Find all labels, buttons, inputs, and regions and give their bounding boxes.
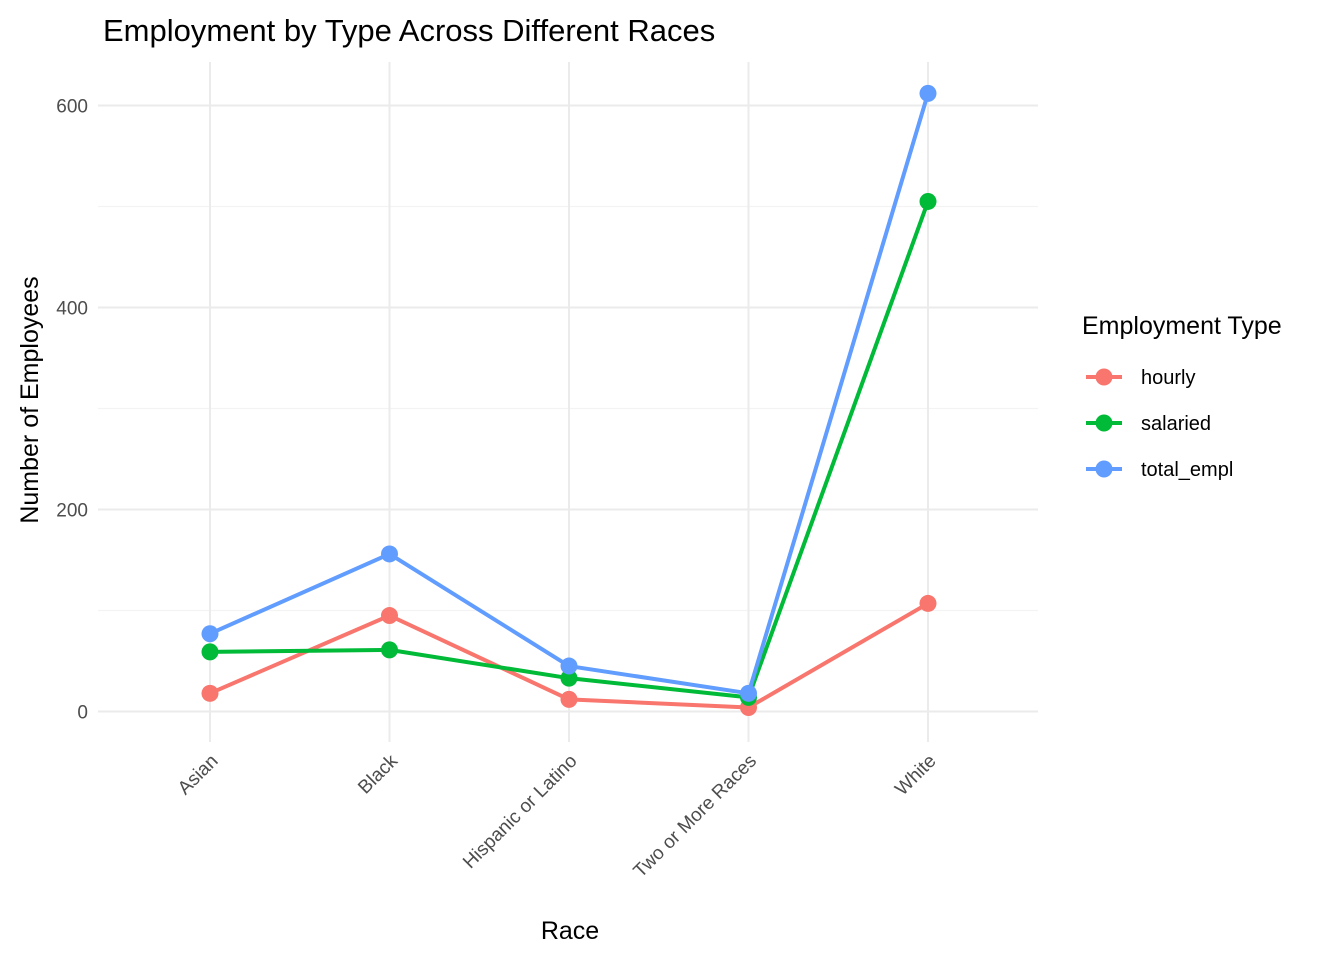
y-axis-ticks: 0 200 400 600 — [56, 97, 88, 724]
y-tick-label: 200 — [56, 501, 88, 522]
grid — [98, 62, 1038, 742]
x-tick-label: White — [891, 751, 940, 800]
data-point — [560, 669, 578, 687]
data-point — [201, 625, 219, 643]
data-point — [919, 594, 937, 612]
series-salaried — [201, 192, 937, 706]
y-axis-title: Number of Employees — [16, 276, 44, 523]
legend-label: hourly — [1141, 367, 1195, 389]
series-layer — [201, 84, 937, 716]
x-tick-label: Asian — [174, 751, 222, 799]
legend-title: Employment Type — [1082, 312, 1282, 340]
data-point — [201, 684, 219, 702]
series-hourly — [201, 594, 937, 716]
data-point — [381, 641, 398, 659]
x-tick-label: Hispanic or Latino — [459, 751, 581, 873]
x-tick-label: Black — [354, 750, 402, 798]
series-total_empl — [201, 84, 937, 702]
chart-title: Employment by Type Across Different Race… — [103, 13, 715, 48]
data-point — [919, 84, 937, 102]
y-tick-label: 0 — [77, 703, 88, 724]
data-point — [560, 657, 578, 675]
x-tick-label: Two or More Races — [630, 751, 761, 882]
data-point — [381, 545, 398, 563]
legend: Employment Type hourly salaried total_empl — [1082, 312, 1282, 481]
x-axis-title: Race — [541, 917, 599, 945]
x-axis-ticks: Asian Black Hispanic or Latino Two or More … — [174, 750, 940, 882]
data-point — [201, 643, 219, 661]
legend-key-point — [1095, 368, 1113, 386]
legend-item: salaried — [1086, 413, 1211, 435]
data-point — [919, 192, 937, 210]
legend-label: total_empl — [1141, 459, 1233, 481]
legend-item: hourly — [1086, 367, 1195, 389]
data-point — [381, 607, 398, 625]
y-tick-label: 600 — [56, 97, 88, 118]
legend-key-point — [1095, 414, 1113, 432]
data-point — [740, 684, 757, 702]
legend-key-point — [1095, 460, 1113, 478]
y-tick-label: 400 — [56, 299, 88, 320]
data-point — [560, 690, 578, 708]
legend-label: salaried — [1141, 413, 1211, 435]
legend-item: total_empl — [1086, 459, 1233, 481]
